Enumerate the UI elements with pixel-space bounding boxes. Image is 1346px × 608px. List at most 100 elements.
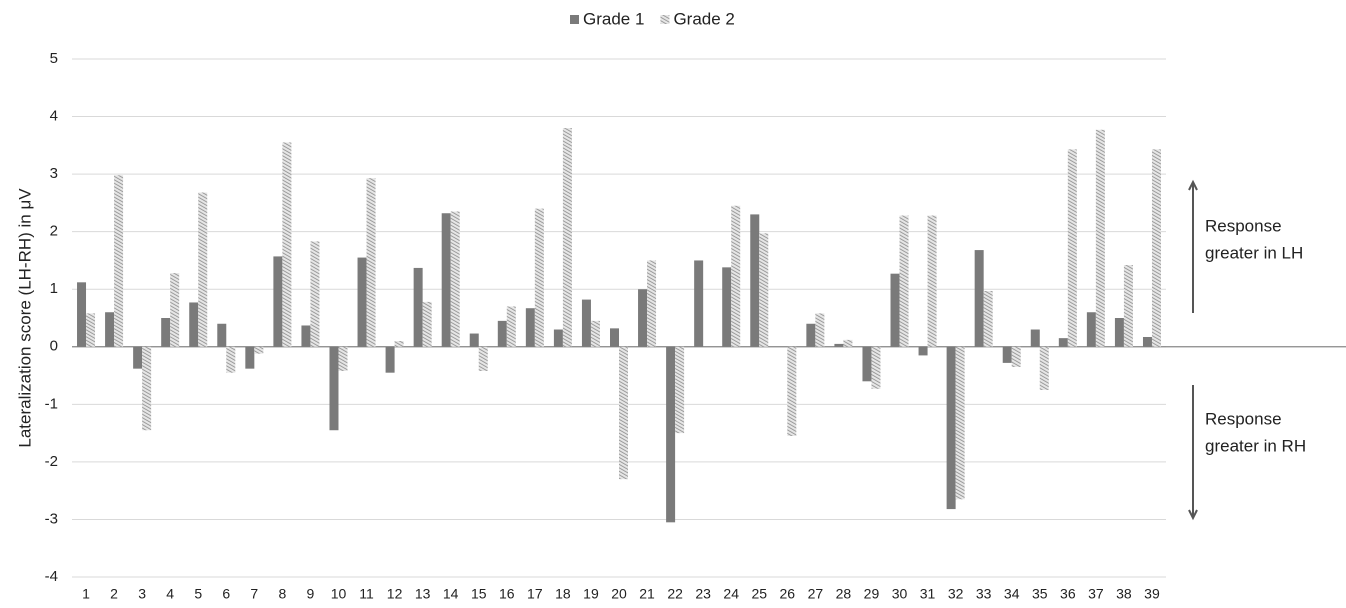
bar [478,346,488,371]
x-tick-label: 23 [695,586,711,602]
x-tick-label: 39 [1144,586,1160,602]
bar [1114,318,1124,347]
bar [413,267,423,347]
x-tick-label: 2 [110,586,118,602]
bar [1030,329,1040,347]
bar [553,329,563,347]
legend-swatch [660,15,670,24]
bar [946,346,956,510]
bar [86,313,96,347]
bar [638,289,648,347]
x-tick-label: 7 [250,586,258,602]
bar [422,301,432,347]
x-tick-label: 18 [555,586,571,602]
x-tick-label: 24 [723,586,739,602]
annotation: Response [1205,216,1282,235]
y-tick-label: 0 [50,338,58,355]
x-tick-label: 8 [278,586,286,602]
bar [469,333,479,347]
bar [329,346,339,431]
bar [273,256,283,347]
bar [198,192,208,347]
bar [1002,346,1012,363]
bar [834,343,844,347]
bar [750,214,760,347]
y-tick-label: 4 [50,108,58,125]
x-tick-label: 14 [443,586,459,602]
bar [918,346,928,356]
bar [974,250,984,347]
bar [226,346,236,373]
bar [983,290,993,347]
bar [1142,336,1152,347]
x-tick-label: 20 [611,586,627,602]
bar [450,211,460,347]
bar [675,346,685,434]
x-tick-label: 38 [1116,586,1132,602]
y-tick-label: -4 [45,568,58,585]
legend-label: Grade 1 [583,9,644,28]
bar [1095,129,1105,347]
bar [1086,312,1096,347]
bar [245,346,255,369]
bar [133,346,143,369]
x-tick-label: 19 [583,586,599,602]
x-tick-label: 3 [138,586,146,602]
legend-swatch [570,15,579,24]
bar [899,215,909,347]
x-tick-label: 32 [948,586,964,602]
bar [357,257,367,347]
bar [366,178,376,347]
legend-label: Grade 2 [673,9,734,28]
x-tick-label: 11 [359,586,374,602]
y-tick-label: 3 [50,165,58,182]
x-tick-label: 28 [836,586,852,602]
bar [105,312,115,347]
annotation: greater in RH [1205,436,1306,455]
x-tick-label: 33 [976,586,992,602]
bar [189,302,199,347]
x-tick-label: 25 [751,586,767,602]
x-tick-label: 31 [920,586,936,602]
x-tick-label: 5 [194,586,202,602]
bar [590,320,600,347]
y-tick-label: 1 [50,280,58,297]
y-axis-title: Lateralization score (LH-RH) in μV [15,188,34,448]
bar [562,128,572,347]
annotation: Response [1205,409,1282,428]
bar [441,213,451,347]
bar [385,346,395,373]
bar [890,273,900,347]
x-tick-label: 26 [780,586,796,602]
bar [142,346,152,431]
x-tick-label: 12 [387,586,403,602]
bar [217,323,227,347]
x-tick-label: 35 [1032,586,1048,602]
arrow-head [1188,179,1198,191]
bar [282,142,292,347]
x-tick-label: 22 [667,586,683,602]
x-tick-label: 9 [307,586,315,602]
y-tick-label: -2 [45,453,58,470]
arrow-head [1188,509,1198,521]
bar [1039,346,1049,390]
x-tick-label: 21 [639,586,655,602]
bar [694,260,704,347]
bar [666,346,676,523]
bar [254,346,264,354]
bar [497,320,507,347]
bar [581,299,591,347]
x-tick-label: 37 [1088,586,1104,602]
bar [955,346,965,500]
bar [759,233,769,347]
y-tick-label: -1 [45,395,58,412]
bar [525,308,535,347]
bar [927,215,937,347]
bar [862,346,872,382]
x-tick-label: 15 [471,586,487,602]
x-tick-label: 30 [892,586,908,602]
x-tick-label: 27 [808,586,824,602]
bar [394,341,404,347]
bar [610,328,619,347]
